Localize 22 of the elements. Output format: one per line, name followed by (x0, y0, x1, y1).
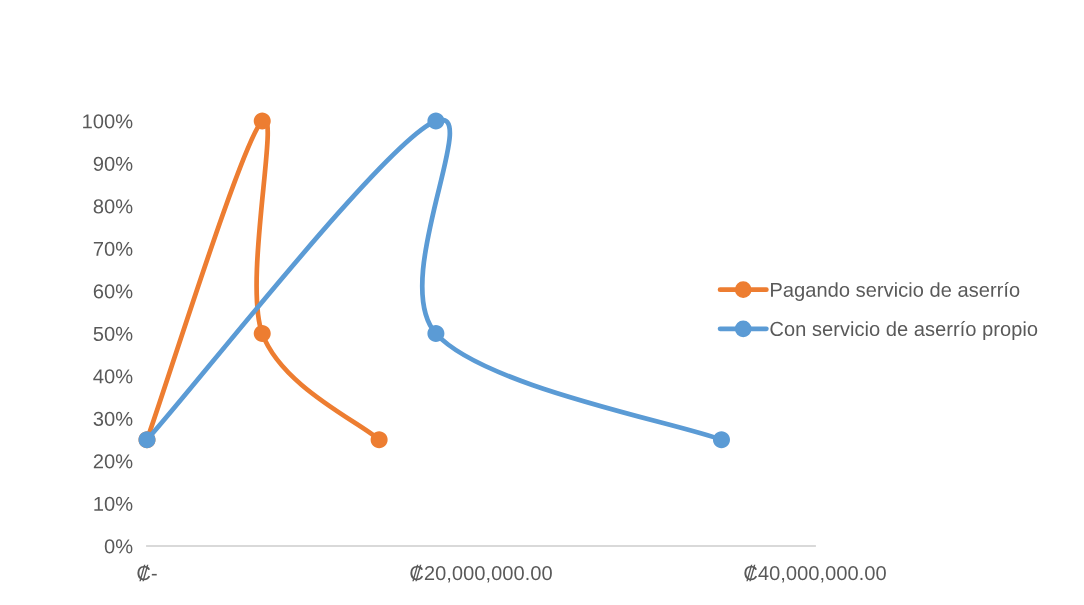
point (253, 112, 271, 130)
x-tick-label: ₡- (137, 564, 157, 582)
y-tick-label: 70% (93, 241, 133, 256)
y-tick-label: 100% (83, 114, 133, 129)
point (370, 431, 388, 449)
x-tick-label: ₡20,000,000.00 (410, 564, 552, 583)
point (712, 431, 730, 449)
x-tick-label: ₡40,000,000.00 (744, 564, 886, 583)
point (427, 112, 445, 130)
y-tick-label: 50% (93, 326, 133, 341)
y-tick-label: 0% (104, 539, 133, 554)
y-tick-label: 60% (93, 284, 133, 299)
y-tick-label: 80% (93, 199, 133, 214)
y-tick-label: 20% (93, 454, 133, 469)
point (427, 324, 445, 343)
legend-label: Con servicio de aserrío propio (770, 321, 1038, 341)
y-tick-label: 40% (93, 369, 133, 384)
legend-label: Pagando servicio de aserrío (771, 281, 1020, 301)
y-tick-label: 30% (93, 411, 133, 426)
y-tick-label: 90% (93, 156, 133, 171)
y-tick-label: 10% (94, 496, 133, 511)
point (253, 324, 271, 343)
